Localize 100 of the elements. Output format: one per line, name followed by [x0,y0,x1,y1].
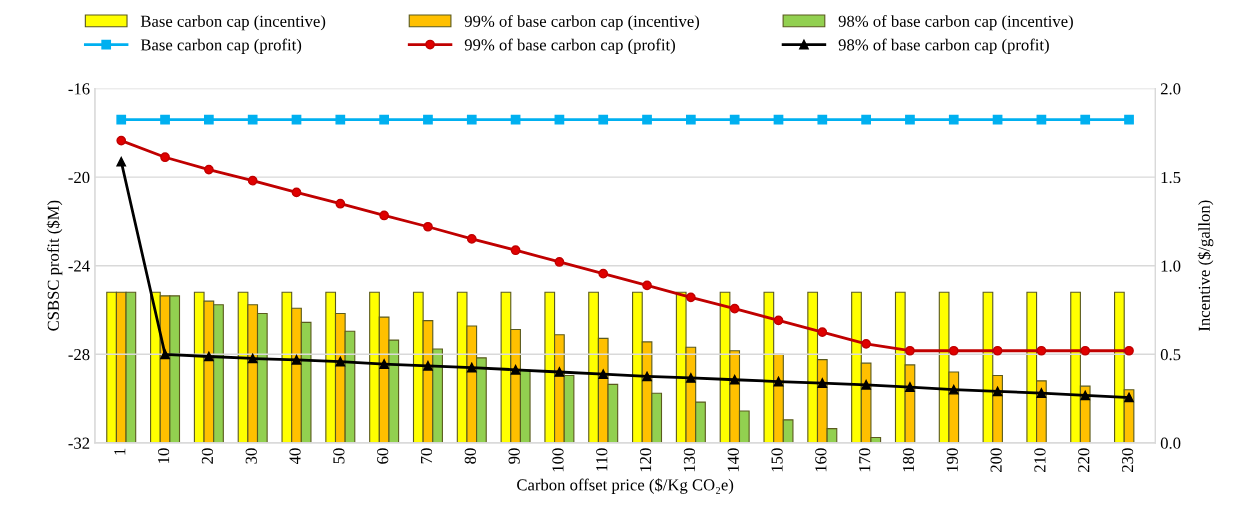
y-tick-label: -28 [68,348,90,361]
x-tick-label: 100 [552,448,564,472]
point [335,356,346,367]
point [116,156,127,167]
y-tick-label: -16 [68,83,90,95]
y-tick-label: -32 [68,437,90,449]
point [423,221,433,232]
point [905,345,915,356]
x-tick-label: 150 [771,448,783,472]
point [905,382,915,392]
point [861,339,871,349]
point [1080,390,1091,401]
point [905,114,915,125]
point [642,114,652,125]
legend-label: 99% of base carbon cap (profit) [464,38,675,54]
point [116,135,127,146]
x-tick-label: 40 [289,448,301,465]
point [992,386,1003,397]
y-tick-label: -24 [68,260,90,272]
point [379,114,389,125]
point [817,114,828,125]
point [423,114,433,125]
legend-label: 99% of base carbon cap (incentive) [464,15,700,31]
x-tick-label: 190 [946,448,958,472]
point [685,292,696,303]
point [466,114,477,125]
point [729,303,740,314]
point [510,245,521,256]
point [1036,345,1047,356]
y2-tick-label: 1.5 [1161,171,1181,184]
x-tick-label: 70 [420,448,433,464]
point [948,384,959,395]
point [335,198,346,209]
point [1124,114,1134,125]
point [642,371,652,382]
point [335,114,346,125]
x-axis-title: Carbon offset price ($/Kg CO₂e) [517,478,734,494]
x-tick-label: 110 [596,448,608,471]
point [729,374,740,385]
y2-axis-title: Incentive ($/gallon) [1197,200,1214,332]
point [204,164,214,175]
y2-tick-label: 0.5 [1160,348,1181,361]
point [247,175,258,186]
legend-label: 98% of base carbon cap (incentive) [838,15,1073,31]
x-tick-label: 20 [201,448,214,464]
point [948,345,959,356]
point [466,362,477,373]
y-axis-title: CSBSC profit ($M) [46,200,63,331]
point [160,114,170,125]
x-tick-label: 90 [508,448,520,464]
x-tick-label: 160 [815,448,827,472]
x-tick-label: 220 [1078,448,1090,472]
point [598,369,609,380]
point [817,327,828,337]
point [861,379,871,390]
point [685,373,696,383]
point [160,152,170,163]
x-tick-label: 210 [1034,448,1046,472]
point [1036,388,1047,398]
point [247,353,258,364]
point [729,114,740,125]
point [160,349,170,360]
x-tick-label: 1 [114,448,126,455]
y2-tick-label: 0.0 [1160,437,1181,449]
y2-tick-label: 1.0 [1161,260,1181,272]
point [992,345,1003,356]
point [423,360,433,371]
point [598,114,609,125]
x-tick-label: 180 [902,448,915,472]
x-tick-label: 130 [683,448,696,472]
legend-label: 98% of base carbon cap (profit) [838,38,1049,54]
point [1080,114,1091,125]
y2-tick-label: 2.0 [1160,83,1181,95]
point [948,114,959,125]
point [773,376,784,387]
point [861,114,871,125]
point [379,210,389,221]
x-tick-label: 80 [464,448,476,464]
x-tick-label: 170 [859,448,871,472]
point [642,280,652,291]
point [773,315,784,326]
point [116,114,127,125]
point [1124,392,1134,403]
point [247,114,258,125]
x-tick-label: 60 [377,448,389,464]
point [685,114,696,125]
point [554,257,565,267]
point [1124,345,1134,356]
point [598,268,609,279]
x-tick-label: 120 [639,448,652,472]
x-tick-label: 10 [157,448,170,463]
point [379,359,389,369]
y-tick-label: -20 [68,171,90,184]
legend-label: Base carbon cap (incentive) [140,15,326,31]
point [291,354,302,365]
point [510,364,521,375]
point [1080,345,1091,356]
legend-label: Base carbon cap (profit) [140,38,302,54]
point [204,351,214,362]
point [204,114,214,125]
